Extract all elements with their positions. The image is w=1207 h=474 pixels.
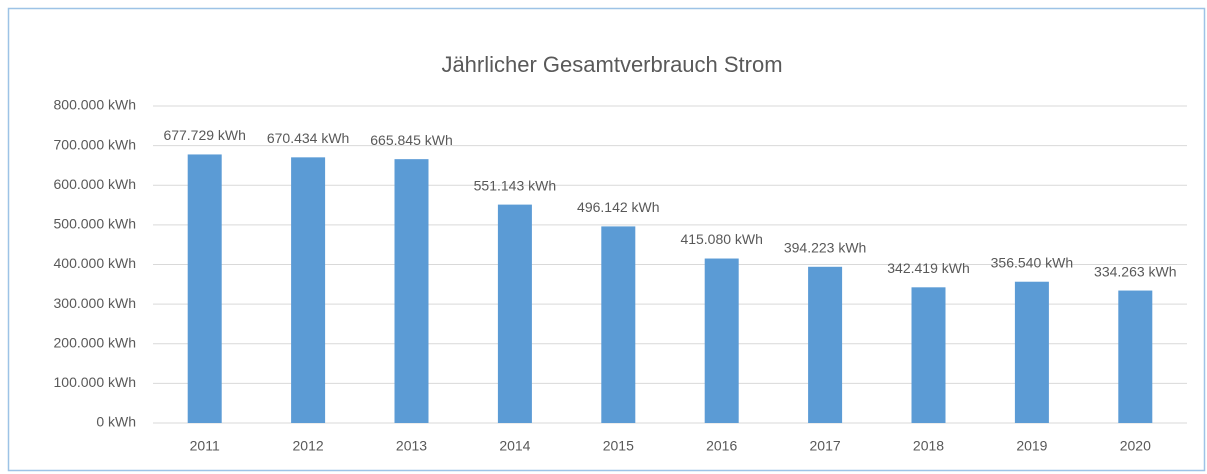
data-label: 415.080 kWh	[680, 231, 763, 247]
x-tick-label: 2011	[190, 438, 220, 454]
data-label: 356.540 kWh	[991, 254, 1074, 270]
bar	[704, 258, 739, 423]
x-tick-label: 2013	[396, 438, 427, 454]
y-tick-label: 600.000 kWh	[54, 176, 137, 192]
bar	[911, 287, 946, 423]
y-tick-label: 400.000 kWh	[54, 255, 137, 271]
bar	[394, 159, 429, 423]
chart-title: Jährlicher Gesamtverbrauch Strom	[441, 52, 782, 77]
bar	[1014, 281, 1049, 423]
x-tick-label: 2015	[603, 438, 634, 454]
data-label: 551.143 kWh	[474, 177, 557, 193]
x-tick-label: 2012	[293, 438, 324, 454]
x-tick-label: 2019	[1016, 438, 1047, 454]
x-tick-label: 2018	[913, 438, 944, 454]
bar	[1118, 290, 1153, 423]
data-label: 496.142 kWh	[577, 199, 660, 215]
data-label: 677.729 kWh	[163, 127, 246, 143]
bar	[291, 157, 326, 424]
y-tick-label: 800.000 kWh	[54, 97, 137, 113]
x-tick-label: 2014	[499, 438, 530, 454]
data-label: 334.263 kWh	[1094, 263, 1177, 279]
x-tick-label: 2017	[810, 438, 841, 454]
y-tick-label: 300.000 kWh	[54, 295, 137, 311]
bar	[187, 154, 222, 423]
y-tick-label: 200.000 kWh	[54, 334, 137, 350]
bar	[808, 266, 843, 423]
data-label: 670.434 kWh	[267, 130, 350, 146]
y-tick-label: 500.000 kWh	[54, 216, 137, 232]
data-label: 342.419 kWh	[887, 260, 970, 276]
y-tick-label: 0 kWh	[96, 414, 136, 430]
y-tick-label: 700.000 kWh	[54, 136, 137, 152]
x-tick-label: 2016	[706, 438, 737, 454]
data-label: 394.223 kWh	[784, 239, 867, 255]
y-tick-label: 100.000 kWh	[54, 374, 137, 390]
bar	[497, 204, 532, 423]
data-label: 665.845 kWh	[370, 132, 453, 148]
bar	[601, 226, 636, 423]
x-tick-label: 2020	[1120, 438, 1151, 454]
